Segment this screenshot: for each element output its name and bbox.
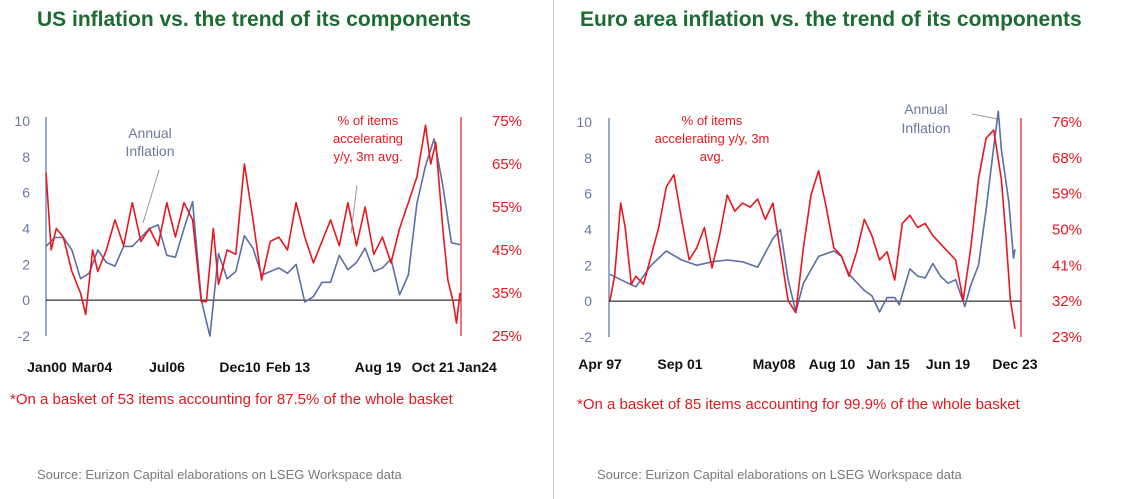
us-inflation-line [45,138,461,337]
euro-right-tick-label: 76% [1052,114,1082,131]
us-right-tick-label: 25% [492,328,522,345]
euro-inflation-annotation: Annual [904,101,948,117]
us-left-tick-label: 4 [22,221,30,237]
euro-source: Source: Eurizon Capital elaborations on … [597,467,962,482]
euro-items-line [609,129,1016,330]
us-annotation-pointer [142,169,160,224]
us-left-tick-label: 10 [14,113,30,129]
us-chart-title: US inflation vs. the trend of its compon… [37,8,472,31]
us-items-annotation: % of items [338,113,399,128]
euro-x-tick-label: Apr 97 [578,356,622,372]
euro-x-tick-label: Dec 23 [992,356,1037,372]
euro-x-tick-label: Aug 10 [809,356,856,372]
us-x-tick-label: Oct 21 [412,359,455,375]
euro-x-tick-label: Sep 01 [657,356,702,372]
us-x-tick-label: Jan24 [457,359,497,375]
euro-left-tick-label: 8 [584,150,592,166]
us-inflation-annotation: Annual [128,125,172,141]
euro-inflation-annotation: Inflation [901,120,950,136]
us-x-tick-label: Jul06 [149,359,185,375]
us-x-tick-label: Aug 19 [355,359,402,375]
us-right-tick-label: 45% [492,242,522,259]
euro-items-annotation: avg. [700,149,725,164]
euro-items-annotation: % of items [682,113,743,128]
us-x-tick-label: Feb 13 [266,359,311,375]
euro-right-tick-label: 68% [1052,150,1082,167]
us-items-line [45,124,461,324]
euro-left-tick-label: 0 [584,293,592,309]
us-source: Source: Eurizon Capital elaborations on … [37,467,402,482]
euro-right-tick-label: 23% [1052,329,1082,346]
euro-x-tick-label: Jan 15 [866,356,910,372]
euro-right-tick-label: 32% [1052,293,1082,310]
euro-x-tick-label: May08 [753,356,796,372]
euro-x-tick-label: Jun 19 [926,356,971,372]
euro-inflation-line [609,110,1016,313]
us-x-tick-label: Dec10 [219,359,260,375]
us-right-tick-label: 35% [492,285,522,302]
euro-annotation-pointer [971,113,998,120]
us-items-annotation: accelerating [333,131,403,146]
us-x-tick-label: Jan00 [27,359,67,375]
euro-left-tick-label: 10 [576,114,592,130]
us-left-tick-label: 6 [22,185,30,201]
us-right-tick-label: 65% [492,156,522,173]
euro-right-tick-label: 59% [1052,186,1082,203]
us-left-tick-label: 8 [22,149,30,165]
us-items-annotation: y/y, 3m avg. [333,149,402,164]
us-annotation-pointer [350,184,358,234]
euro-right-tick-label: 41% [1052,257,1082,274]
euro-left-tick-label: 6 [584,186,592,202]
us-right-tick-label: 55% [492,199,522,216]
euro-chart-title: Euro area inflation vs. the trend of its… [580,8,1082,31]
euro-left-tick-label: 2 [584,257,592,273]
euro-footnote: *On a basket of 85 items accounting for … [577,396,1020,413]
euro-left-tick-label: 4 [584,222,592,238]
us-footnote: *On a basket of 53 items accounting for … [10,391,453,408]
panel-divider [553,0,554,499]
euro-right-tick-label: 50% [1052,222,1082,239]
us-left-tick-label: 2 [22,256,30,272]
euro-left-tick-label: -2 [580,329,593,345]
us-left-tick-label: 0 [22,292,30,308]
us-x-tick-label: Mar04 [72,359,113,375]
us-inflation-annotation: Inflation [125,143,174,159]
us-left-tick-label: -2 [18,328,31,344]
euro-items-annotation: accelerating y/y, 3m [655,131,770,146]
us-right-tick-label: 75% [492,113,522,130]
